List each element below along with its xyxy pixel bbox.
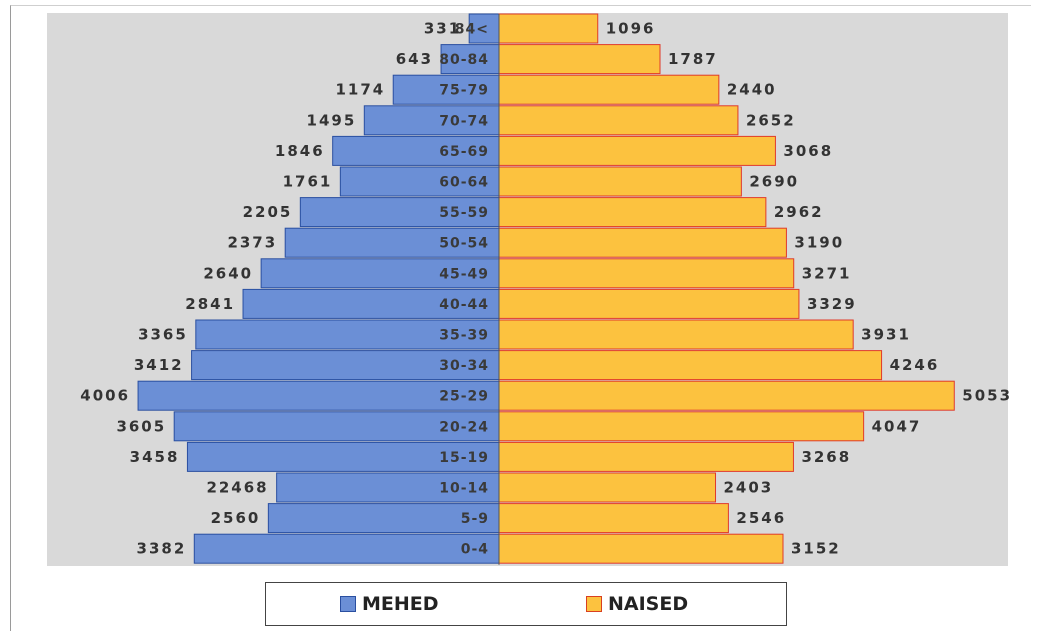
age-label: 35-39 [439, 328, 489, 344]
value-label-mehed: 3412 [134, 356, 184, 374]
bar-mehed-30-34 [191, 350, 500, 381]
value-label-mehed: 2640 [203, 264, 253, 282]
value-label-naised: 1096 [606, 20, 656, 38]
age-label: 75-79 [439, 83, 489, 99]
bar-mehed-20-24 [173, 411, 500, 442]
value-label-naised: 4047 [872, 417, 922, 435]
value-label-naised: 3329 [807, 295, 857, 313]
bar-naised-60-64 [498, 166, 742, 197]
bar-mehed-80-84 [440, 44, 500, 75]
bar-mehed-84< [468, 13, 500, 44]
bar-naised-75-79 [498, 74, 720, 105]
bar-naised-30-34 [498, 350, 883, 381]
value-label-naised: 3931 [861, 326, 911, 344]
age-label: 60-64 [439, 175, 489, 191]
bar-mehed-0-4 [193, 533, 500, 564]
value-label-mehed: 3458 [130, 448, 180, 466]
age-label: 40-44 [439, 297, 489, 313]
value-label-mehed: 1174 [335, 81, 385, 99]
bar-naised-10-14 [498, 472, 717, 503]
chart-frame [10, 5, 1031, 631]
bar-mehed-5-9 [267, 503, 500, 534]
bar-mehed-45-49 [260, 258, 500, 289]
value-label-mehed: 2560 [211, 509, 261, 527]
bar-naised-15-19 [498, 441, 794, 472]
legend-swatch-mehed [340, 596, 356, 612]
value-label-naised: 3068 [783, 142, 833, 160]
value-label-naised: 2403 [724, 479, 774, 497]
bar-mehed-15-19 [186, 441, 500, 472]
legend-item-mehed: MEHED [340, 593, 439, 615]
bar-naised-70-74 [498, 105, 739, 136]
value-label-mehed: 4006 [80, 387, 130, 405]
value-label-naised: 4246 [890, 356, 940, 374]
bar-mehed-40-44 [242, 288, 500, 319]
value-label-naised: 3190 [794, 234, 844, 252]
bar-mehed-10-14 [276, 472, 500, 503]
value-label-naised: 3268 [801, 448, 851, 466]
value-label-mehed: 2841 [185, 295, 235, 313]
value-label-mehed: 1495 [307, 111, 357, 129]
value-label-mehed: 1846 [275, 142, 325, 160]
age-label: 25-29 [439, 389, 489, 405]
age-label: 84< [455, 22, 489, 38]
bar-naised-25-29 [498, 380, 955, 411]
bar-mehed-75-79 [392, 74, 500, 105]
value-label-mehed: 1761 [283, 173, 333, 191]
bar-naised-55-59 [498, 197, 767, 228]
age-label: 65-69 [439, 144, 489, 160]
value-label-mehed: 3365 [138, 326, 188, 344]
age-label: 5-9 [461, 511, 489, 527]
value-label-mehed: 2205 [243, 203, 293, 221]
age-label: 10-14 [439, 481, 489, 497]
bar-mehed-25-29 [137, 380, 500, 411]
age-label: 30-34 [439, 358, 489, 374]
age-label: 70-74 [439, 113, 489, 129]
bar-naised-40-44 [498, 288, 800, 319]
age-label: 15-19 [439, 450, 489, 466]
legend-item-naised: NAISED [586, 593, 688, 615]
value-label-naised: 2440 [727, 81, 777, 99]
age-label: 20-24 [439, 419, 489, 435]
value-label-naised: 2652 [746, 111, 796, 129]
bar-naised-5-9 [498, 503, 729, 534]
value-label-mehed: 643 [396, 50, 433, 68]
age-label: 0-4 [461, 542, 489, 558]
age-label: 55-59 [439, 205, 489, 221]
bar-naised-20-24 [498, 411, 865, 442]
bar-naised-84< [498, 13, 599, 44]
bar-naised-35-39 [498, 319, 854, 350]
legend-label-naised: NAISED [608, 593, 689, 615]
value-label-mehed: 3382 [137, 540, 187, 558]
bar-naised-80-84 [498, 44, 661, 75]
bar-mehed-50-54 [284, 227, 500, 258]
value-label-naised: 1787 [668, 50, 718, 68]
age-label: 80-84 [439, 52, 489, 68]
bar-mehed-55-59 [299, 197, 500, 228]
legend-swatch-naised [586, 596, 602, 612]
age-label: 45-49 [439, 266, 489, 282]
legend-label-mehed: MEHED [362, 593, 439, 615]
bar-naised-45-49 [498, 258, 795, 289]
value-label-mehed: 22468 [206, 479, 268, 497]
age-label: 50-54 [439, 236, 489, 252]
value-label-naised: 2546 [736, 509, 786, 527]
bar-naised-65-69 [498, 135, 776, 166]
value-label-naised: 2690 [749, 173, 799, 191]
value-label-naised: 2962 [774, 203, 824, 221]
value-label-mehed: 3605 [116, 417, 166, 435]
value-label-mehed: 331 [424, 20, 461, 38]
bar-naised-50-54 [498, 227, 787, 258]
legend: MEHED NAISED [265, 582, 787, 626]
bar-naised-0-4 [498, 533, 784, 564]
value-label-naised: 3152 [791, 540, 841, 558]
value-label-mehed: 2373 [227, 234, 277, 252]
value-label-naised: 5053 [962, 387, 1012, 405]
value-label-naised: 3271 [802, 264, 852, 282]
